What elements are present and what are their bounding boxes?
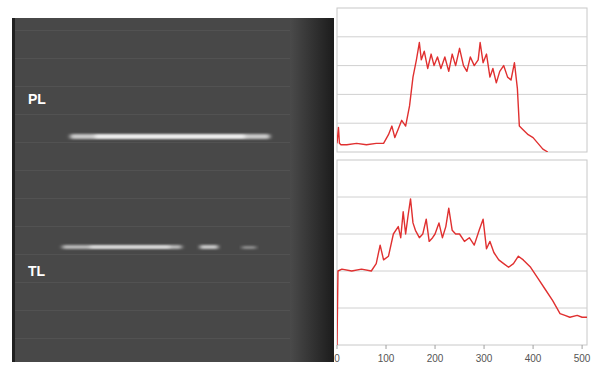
- image-band: [15, 226, 290, 227]
- x-tick-label: 400: [525, 353, 542, 364]
- grid-line: [337, 94, 587, 95]
- image-edge: [290, 18, 334, 362]
- plot-frame: [337, 8, 587, 152]
- x-tick: [435, 345, 436, 349]
- detector-image: [12, 18, 334, 362]
- image-band: [15, 282, 290, 283]
- image-label: TL: [28, 263, 46, 279]
- x-tick-label: 100: [378, 353, 395, 364]
- grid-line: [337, 271, 587, 272]
- image-band: [15, 142, 290, 143]
- tl-streak-core: [90, 246, 170, 248]
- figure: PL TL 0 100 200 300 400 500: [0, 0, 600, 378]
- x-tick-label: 200: [427, 353, 444, 364]
- image-label: PL: [28, 91, 46, 107]
- profile-line: [337, 43, 548, 152]
- image-band: [15, 310, 290, 311]
- image-band: [15, 30, 290, 31]
- x-tick-label: 0: [334, 353, 340, 364]
- image-ground: [12, 18, 334, 362]
- pl-streak-core: [95, 135, 245, 138]
- grid-line: [337, 65, 587, 66]
- tl-streak: [62, 245, 182, 249]
- tl-streak-part: [242, 246, 256, 249]
- image-band: [15, 170, 290, 171]
- grid-line: [337, 123, 587, 124]
- image-band: [15, 114, 290, 115]
- grid-line: [337, 197, 587, 198]
- pl-streak: [70, 134, 270, 139]
- chart-panel: [337, 8, 587, 152]
- grid-line: [337, 308, 587, 309]
- x-tick: [533, 345, 534, 349]
- x-tick: [386, 345, 387, 349]
- grid-line: [337, 36, 587, 37]
- chart-panel: 0 100 200 300 400 500: [334, 160, 591, 364]
- x-tick: [582, 345, 583, 349]
- x-tick-label: 300: [476, 353, 493, 364]
- grid-line: [337, 234, 587, 235]
- x-tick: [484, 345, 485, 349]
- plot-frame: [337, 160, 587, 345]
- image-band: [15, 338, 290, 339]
- profile-line: [337, 199, 587, 345]
- image-band: [15, 254, 290, 255]
- image-band: [15, 198, 290, 199]
- marks: [337, 43, 548, 152]
- x-tick: [337, 345, 338, 349]
- image-band: [15, 86, 290, 87]
- x-tick-label: 500: [574, 353, 591, 364]
- marks: [337, 199, 587, 345]
- tl-streak-part: [200, 245, 218, 249]
- image-edge-left: [12, 18, 15, 362]
- image-band: [15, 58, 290, 59]
